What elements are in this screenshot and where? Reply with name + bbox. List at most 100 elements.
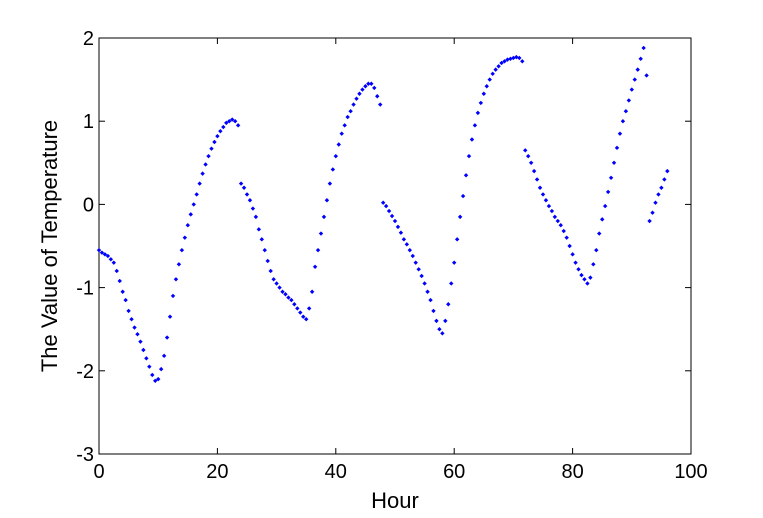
data-point <box>422 281 427 286</box>
data-point <box>466 153 472 159</box>
data-point <box>608 175 614 180</box>
data-point <box>496 64 501 69</box>
data-point <box>126 308 131 314</box>
data-point <box>185 223 190 228</box>
data-point <box>283 292 288 297</box>
data-point <box>534 177 540 182</box>
data-point <box>227 119 232 124</box>
data-point <box>241 185 247 190</box>
data-point <box>200 171 205 176</box>
data-point <box>138 339 143 344</box>
data-point <box>318 231 324 236</box>
data-point <box>564 235 569 240</box>
data-point <box>372 85 377 91</box>
data-point <box>194 192 199 197</box>
data-point <box>120 289 125 294</box>
data-point <box>629 87 634 92</box>
data-point <box>460 193 466 199</box>
data-point <box>369 81 374 86</box>
data-point <box>469 137 475 142</box>
data-point <box>161 353 167 359</box>
data-point <box>164 335 170 340</box>
data-point <box>449 281 454 286</box>
data-point <box>309 289 315 294</box>
data-point <box>579 272 584 278</box>
data-point <box>173 277 179 282</box>
data-point <box>605 189 611 195</box>
x-tick-label: 60 <box>443 461 465 483</box>
data-point <box>256 227 262 232</box>
data-point <box>475 110 481 116</box>
data-point <box>582 277 587 282</box>
data-point <box>253 214 259 220</box>
data-point <box>555 218 560 224</box>
data-point <box>499 60 504 66</box>
data-point <box>298 310 303 315</box>
data-point <box>218 128 223 134</box>
y-tick-label: -1 <box>76 278 94 300</box>
data-point <box>363 84 368 89</box>
y-tick-label: -3 <box>76 444 94 466</box>
y-axis-ticks: -3 -2 -1 0 1 2 <box>76 28 691 466</box>
data-point <box>170 293 176 299</box>
data-point <box>638 56 643 61</box>
data-point <box>289 297 294 303</box>
data-point <box>306 306 312 311</box>
data-point <box>292 302 297 307</box>
data-point <box>617 131 623 136</box>
data-point <box>662 177 667 182</box>
data-point <box>558 223 563 228</box>
data-point <box>632 77 637 82</box>
data-point <box>454 237 460 242</box>
data-point <box>330 167 336 172</box>
data-point <box>366 81 371 86</box>
data-point <box>561 228 566 234</box>
data-point <box>380 200 386 205</box>
data-point <box>567 243 572 249</box>
data-point <box>375 94 380 99</box>
data-point <box>342 123 347 128</box>
x-tick-label: 40 <box>325 461 347 483</box>
data-point <box>602 203 608 209</box>
data-point <box>235 123 241 128</box>
y-axis-label: The Value of Temperature <box>37 120 62 372</box>
data-point <box>188 212 193 217</box>
data-point <box>520 59 525 64</box>
data-point <box>132 325 137 330</box>
data-point <box>345 114 350 120</box>
data-point <box>286 295 291 300</box>
data-point <box>354 96 359 101</box>
data-point <box>315 247 321 253</box>
data-point <box>206 153 211 159</box>
data-point <box>327 181 333 186</box>
x-tick-label: 100 <box>674 461 707 483</box>
data-point <box>386 208 392 214</box>
data-point <box>191 202 196 207</box>
x-tick-label: 0 <box>93 461 104 483</box>
data-point <box>156 376 161 382</box>
data-point <box>401 237 407 242</box>
data-point <box>570 252 575 257</box>
data-point <box>659 185 664 190</box>
data-point <box>443 318 448 324</box>
data-point <box>410 253 415 259</box>
data-point <box>215 133 220 139</box>
data-point <box>383 203 389 209</box>
data-point <box>280 289 285 294</box>
data-point <box>653 200 658 205</box>
data-point <box>274 281 279 286</box>
data-point <box>647 218 652 224</box>
data-point <box>265 258 270 264</box>
data-point <box>407 247 412 253</box>
data-point <box>576 267 581 272</box>
data-point <box>360 87 365 92</box>
data-point <box>428 297 433 303</box>
data-point <box>158 366 164 372</box>
data-point <box>434 318 439 324</box>
data-point <box>392 218 398 224</box>
data-point <box>230 117 235 122</box>
data-point <box>262 247 267 253</box>
data-point <box>238 181 244 186</box>
data-point <box>472 123 478 128</box>
data-point <box>644 73 649 78</box>
